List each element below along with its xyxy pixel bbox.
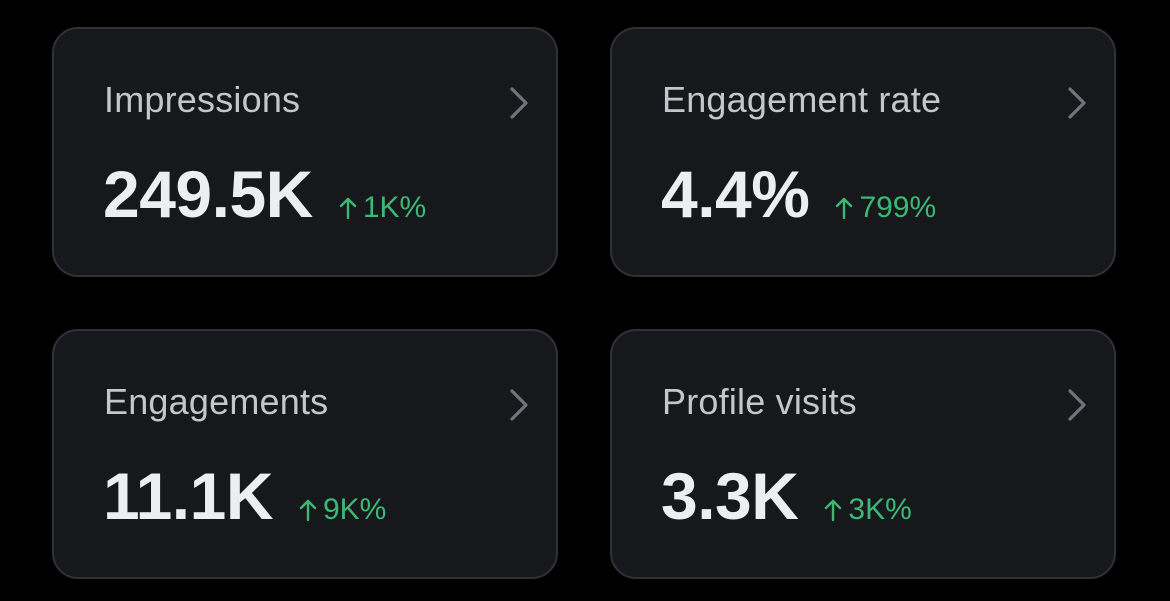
card-title: Engagement rate xyxy=(662,79,942,120)
metric-value: 3.3K xyxy=(661,459,799,533)
metric-change: 799% xyxy=(835,191,936,225)
chevron-right-icon xyxy=(510,389,528,421)
metric-row: 4.4% 799% xyxy=(661,161,936,227)
card-engagements[interactable]: Engagements 11.1K 9K% xyxy=(52,329,558,579)
chevron-right-icon xyxy=(1068,389,1086,421)
card-profile-visits[interactable]: Profile visits 3.3K 3K% xyxy=(610,329,1116,579)
card-engagement-rate[interactable]: Engagement rate 4.4% 799% xyxy=(610,27,1116,277)
metric-row: 11.1K 9K% xyxy=(103,463,386,529)
card-title: Engagements xyxy=(104,381,329,422)
metric-change: 1K% xyxy=(339,191,426,225)
metric-change: 9K% xyxy=(299,493,386,527)
arrow-up-icon xyxy=(836,197,853,220)
arrow-up-icon xyxy=(825,499,842,522)
metric-row: 249.5K 1K% xyxy=(103,161,426,227)
chevron-right-icon xyxy=(510,87,528,119)
metric-value: 249.5K xyxy=(103,157,313,231)
metric-value: 11.1K xyxy=(103,459,273,533)
metric-change-value: 799% xyxy=(859,191,937,224)
card-title: Profile visits xyxy=(662,381,857,422)
metric-change-value: 1K% xyxy=(362,191,427,224)
card-title: Impressions xyxy=(104,79,301,120)
metric-change: 3K% xyxy=(824,493,912,527)
arrow-up-icon xyxy=(299,499,317,522)
metric-change-value: 3K% xyxy=(848,493,912,526)
chevron-right-icon xyxy=(1068,87,1086,119)
metric-value: 4.4% xyxy=(661,157,810,231)
metric-row: 3.3K 3K% xyxy=(661,463,912,529)
arrow-up-icon xyxy=(339,197,357,220)
card-impressions[interactable]: Impressions 249.5K 1K% xyxy=(52,27,558,277)
metric-change-value: 9K% xyxy=(322,493,387,526)
